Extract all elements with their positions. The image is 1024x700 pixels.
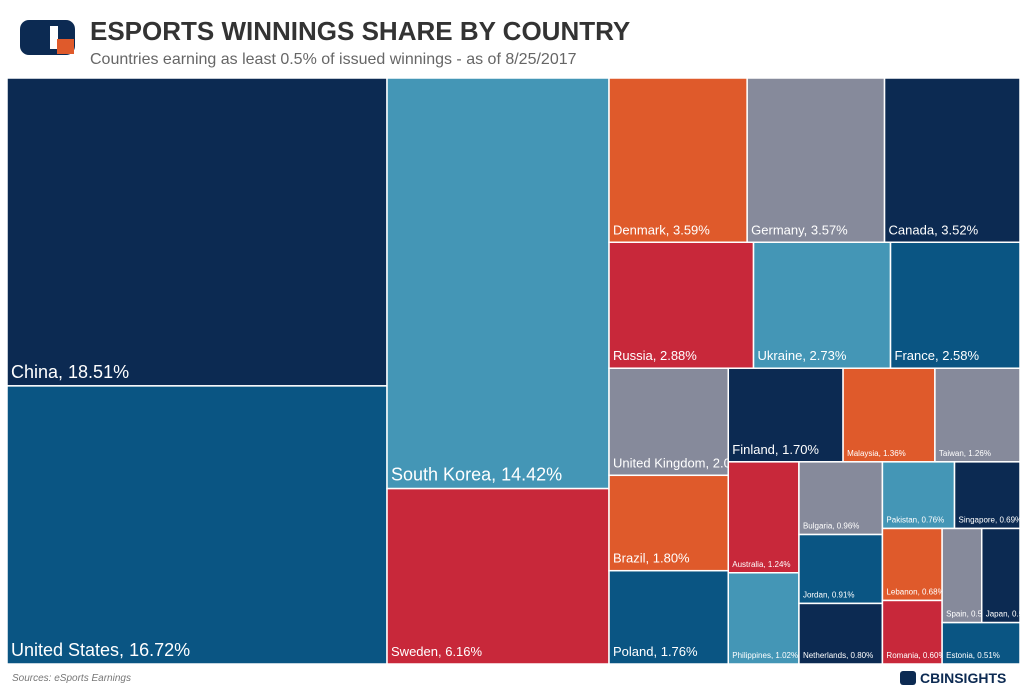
tile-label: Romania, 0.60% xyxy=(886,651,945,660)
tile xyxy=(727,572,800,665)
tile xyxy=(386,77,610,490)
tile xyxy=(608,77,748,244)
tile xyxy=(881,599,943,665)
logo-shape xyxy=(57,39,74,54)
tile xyxy=(980,527,1021,624)
tile xyxy=(881,461,956,530)
tile-label: South Korea, 14.42% xyxy=(391,465,562,485)
tile-label: Lebanon, 0.68% xyxy=(886,587,944,596)
chart-title: ESPORTS WINNINGS SHARE BY COUNTRY xyxy=(90,16,630,46)
tile-label: Russia, 2.88% xyxy=(613,348,697,363)
tile xyxy=(889,241,1021,369)
tile-label: Netherlands, 0.80% xyxy=(803,651,873,660)
tile-label: Japan, 0.57% xyxy=(986,610,1024,619)
tile-label: Jordan, 0.91% xyxy=(803,590,855,599)
tile-label: Malaysia, 1.36% xyxy=(847,449,906,458)
tile-label: Pakistan, 0.76% xyxy=(886,515,944,524)
tile xyxy=(6,77,388,387)
tile-label: Germany, 3.57% xyxy=(751,222,848,237)
tile-label: Taiwan, 1.26% xyxy=(939,449,991,458)
tile xyxy=(842,367,936,463)
tile-label: Singapore, 0.69% xyxy=(959,515,1023,524)
tile-label: Canada, 3.52% xyxy=(889,222,979,237)
tile xyxy=(883,77,1021,244)
tile-label: Spain, 0.59% xyxy=(946,610,994,619)
tile xyxy=(953,461,1021,530)
tile-label: Poland, 1.76% xyxy=(613,644,698,659)
tile-label: Australia, 1.24% xyxy=(732,560,790,569)
tile xyxy=(386,487,610,665)
tile xyxy=(934,367,1021,463)
tile-label: Bulgaria, 0.96% xyxy=(803,522,859,531)
tile-label: Sweden, 6.16% xyxy=(391,644,483,659)
brand-logo xyxy=(900,671,916,685)
tile-label: Estonia, 0.51% xyxy=(946,651,1000,660)
tile-label: Finland, 1.70% xyxy=(732,442,819,457)
logo-shape xyxy=(50,26,58,49)
tile-label: France, 2.58% xyxy=(895,348,980,363)
tile xyxy=(608,569,730,665)
tile-label: United States, 16.72% xyxy=(11,640,190,660)
tile xyxy=(727,461,800,574)
tile xyxy=(798,461,884,536)
tile xyxy=(746,77,886,244)
tile-label: China, 18.51% xyxy=(11,362,129,382)
brand-name: CBINSIGHTS xyxy=(920,670,1006,686)
tile-label: Brazil, 1.80% xyxy=(613,551,690,566)
source-note: Sources: eSports Earnings xyxy=(12,673,131,684)
tile-label: Philippines, 1.02% xyxy=(732,651,798,660)
treemap: China, 18.51% United States, 16.72% South … xyxy=(6,77,1024,665)
tile-label: United Kingdom, 2.02% xyxy=(613,455,750,470)
tile xyxy=(941,527,983,624)
tile xyxy=(6,385,388,665)
tile xyxy=(608,474,730,572)
tile-label: Ukraine, 2.73% xyxy=(758,348,847,363)
tile xyxy=(798,602,884,665)
tile-label: Denmark, 3.59% xyxy=(613,222,710,237)
tile xyxy=(941,621,1021,665)
logo xyxy=(20,20,75,55)
chart-subtitle: Countries earning as least 0.5% of issue… xyxy=(90,51,577,68)
